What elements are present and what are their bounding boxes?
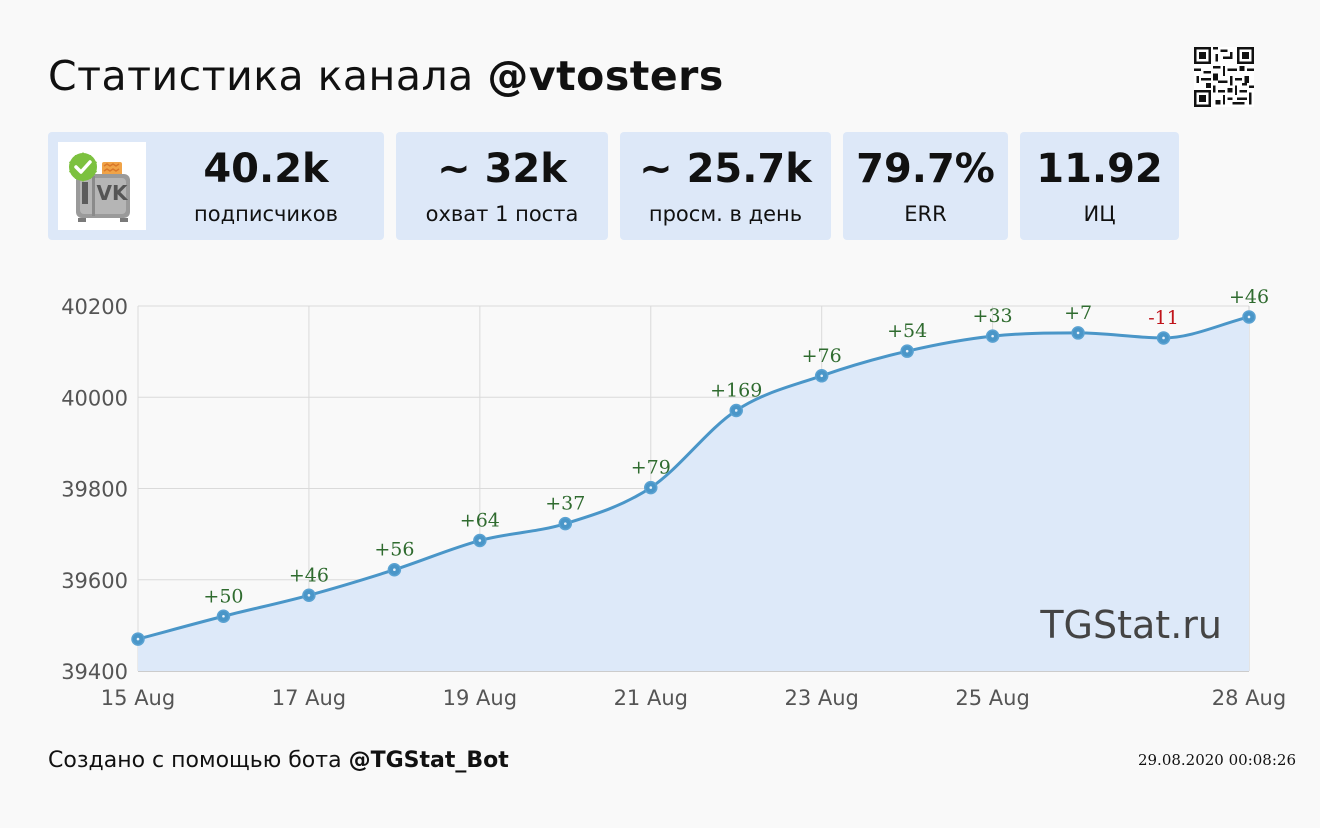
footer-timestamp: 29.08.2020 00:08:26 [1137,751,1296,769]
x-tick-label: 17 Aug [272,686,346,710]
stat-value: ~ 32k [437,146,567,192]
title-prefix: Статистика канала [48,52,474,100]
stat-card-subscribers: VK 40.2k подписчиков [48,132,384,240]
stat-card-err: 79.7% ERR [843,132,1008,240]
stat-card-citation-index: 11.92 ИЦ [1020,132,1179,240]
data-point-center [905,349,909,353]
avatar-text: VK [97,181,129,205]
data-label: +64 [460,510,500,532]
data-point-center [734,409,738,412]
stat-value: 11.92 [1036,146,1163,192]
y-tick-label: 39400 [61,660,128,684]
x-tick-label: 15 Aug [101,686,175,710]
data-point-center [649,486,653,489]
data-point-center [222,614,225,618]
data-label: +50 [203,585,243,607]
data-point-center [1076,331,1080,335]
qr-code-icon [1194,47,1254,107]
data-point-center [478,539,482,542]
bot-link[interactable]: @TGStat_Bot [348,748,509,773]
y-axis: 40200 40000 39800 39600 39400 [61,295,128,684]
x-tick-label: 25 Aug [955,686,1029,710]
data-label: +7 [1064,302,1092,324]
chart-point-labels: +50 +46 +56 +64 +37 +79 +169 +76 +54 +33 +7 -11 +46 [203,286,1269,607]
data-label: +46 [289,564,329,586]
stat-card-reach: ~ 32k охват 1 поста [396,132,608,240]
data-label: +46 [1229,286,1269,308]
data-point-center [393,568,396,572]
y-tick-label: 39800 [61,478,128,502]
channel-name: @vtosters [487,52,724,100]
x-tick-label: 21 Aug [614,686,688,710]
chart-points [131,310,1256,646]
chart-area [138,316,1249,671]
page-title: Статистика канала @vtosters [48,52,724,100]
x-tick-label: 19 Aug [443,686,517,710]
data-label: +33 [973,305,1013,327]
y-tick-label: 39600 [61,569,128,593]
stat-label: ERR [904,202,947,226]
footer-credit: Создано с помощью бота @TGStat_Bot [48,748,509,773]
x-axis: 15 Aug 17 Aug 19 Aug 21 Aug 23 Aug 25 Aug 28 A… [101,686,1286,710]
watermark: TGStat.ru [1039,603,1222,647]
stat-label: просм. в день [648,202,803,226]
stat-label: охват 1 поста [425,202,579,226]
data-label: +76 [802,345,842,367]
y-tick-label: 40200 [61,295,128,319]
data-point-center [307,593,311,597]
data-label: +37 [545,493,585,515]
data-label: +169 [710,379,762,401]
data-point-center [564,522,567,525]
data-label: +79 [631,457,671,479]
x-tick-label: 28 Aug [1212,686,1286,710]
x-tick-label: 23 Aug [784,686,858,710]
data-point-center [991,334,994,338]
stat-label: подписчиков [194,202,338,226]
data-label: +56 [374,539,414,561]
chart-line [137,315,1250,641]
stat-value: ~ 25.7k [639,146,812,192]
stat-value: 40.2k [203,146,329,192]
vk-toaster-logo-icon: VK [58,142,146,230]
y-tick-label: 40000 [61,386,128,410]
data-point-center [136,637,140,641]
stat-card-daily-views: ~ 25.7k просм. в день [620,132,831,240]
footer-created-text: Создано с помощью бота [48,748,342,773]
data-label: -11 [1148,307,1179,329]
stat-value: 79.7% [856,146,995,192]
data-point-center [1247,315,1251,319]
data-point-center [1162,336,1165,340]
stat-label: ИЦ [1083,202,1116,226]
data-point-center [820,374,823,378]
data-label: +54 [887,320,927,342]
